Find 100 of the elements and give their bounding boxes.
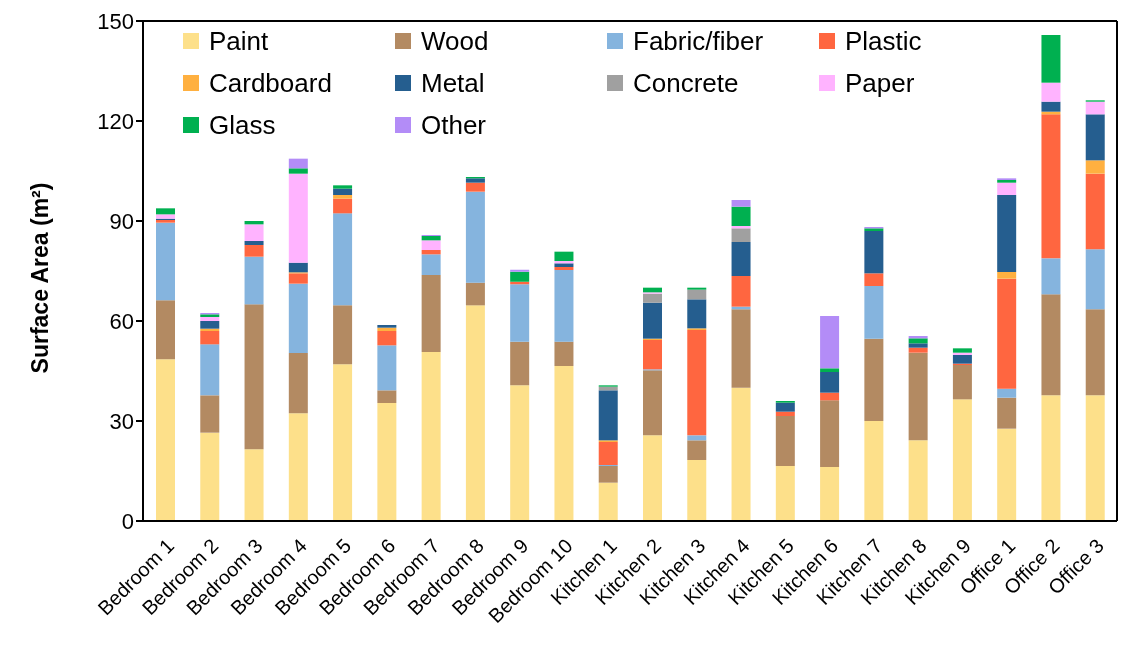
bar — [156, 359, 175, 521]
bar — [421, 236, 441, 241]
bar — [156, 300, 175, 360]
bar — [997, 278, 1017, 389]
bar — [333, 364, 353, 521]
bar — [244, 241, 264, 245]
bar — [820, 372, 840, 393]
bar — [1041, 35, 1061, 83]
bar — [687, 299, 707, 329]
bar — [288, 173, 308, 263]
bar — [643, 302, 662, 339]
bar — [864, 421, 884, 521]
bar — [731, 276, 751, 307]
bar — [200, 321, 220, 329]
bar — [1085, 249, 1105, 310]
bar — [510, 385, 530, 521]
legend-label: Fabric/fiber — [633, 25, 764, 57]
bar — [421, 250, 441, 255]
bar — [156, 208, 175, 215]
legend-label: Cardboard — [209, 67, 332, 99]
bar — [200, 344, 220, 396]
bar — [421, 275, 441, 352]
bar — [465, 182, 485, 192]
bar — [820, 316, 840, 369]
bar — [554, 270, 574, 342]
y-tick-label: 0 — [121, 508, 134, 534]
bar — [156, 214, 175, 219]
bar — [687, 287, 707, 290]
y-tick-label: 120 — [97, 108, 134, 134]
bar — [952, 355, 972, 364]
y-tick-label: 90 — [109, 208, 134, 234]
bar — [554, 366, 574, 521]
y-tick-label: 60 — [109, 308, 134, 334]
bar — [377, 403, 397, 521]
bar — [510, 284, 530, 342]
bar — [1041, 294, 1061, 396]
bar — [288, 273, 308, 284]
bar — [643, 435, 662, 521]
bar — [333, 188, 353, 195]
bar — [687, 330, 707, 436]
bar — [421, 254, 441, 275]
bar — [200, 331, 220, 345]
bar — [731, 309, 751, 388]
bar — [510, 271, 530, 282]
bar — [775, 416, 795, 466]
bar — [908, 343, 928, 348]
bar — [465, 305, 485, 521]
bar — [288, 168, 308, 174]
bar — [244, 304, 264, 450]
bar — [554, 251, 574, 261]
y-tick-label: 30 — [109, 408, 134, 434]
bar — [1041, 82, 1061, 102]
bar — [952, 365, 972, 400]
bar — [244, 224, 264, 241]
bar — [864, 273, 884, 286]
bar — [510, 341, 530, 386]
bar — [997, 388, 1017, 398]
bar — [731, 206, 751, 226]
bar — [156, 222, 175, 301]
bar — [775, 402, 795, 412]
bar — [864, 286, 884, 339]
bar — [554, 267, 574, 270]
bar — [288, 413, 308, 521]
bar — [731, 242, 751, 276]
bar — [687, 435, 707, 441]
bar — [200, 432, 220, 521]
y-tick-label: 150 — [97, 8, 134, 34]
bar — [1085, 173, 1105, 250]
bar — [1085, 395, 1105, 521]
bar — [908, 352, 928, 441]
legend-label: Paint — [209, 25, 269, 57]
bar — [1041, 114, 1061, 259]
bar — [820, 467, 840, 521]
bar — [643, 293, 662, 303]
bar — [288, 353, 308, 414]
bar — [421, 352, 441, 521]
bar — [997, 397, 1017, 429]
legend-label: Concrete — [633, 67, 739, 99]
bar — [908, 347, 928, 353]
bar — [288, 283, 308, 353]
bar — [1085, 160, 1105, 174]
bar — [687, 440, 707, 460]
bar — [1041, 101, 1061, 112]
bar — [643, 370, 662, 436]
legend-label: Wood — [421, 25, 489, 57]
bar — [997, 182, 1017, 195]
legend-label: Paper — [845, 67, 915, 99]
bar — [731, 200, 751, 207]
bar — [598, 390, 618, 441]
bar — [377, 345, 397, 391]
bar — [598, 482, 618, 521]
bar — [820, 400, 840, 467]
bar — [465, 191, 485, 283]
bar — [731, 228, 751, 242]
bar — [820, 392, 840, 401]
bar — [333, 195, 353, 199]
bar — [200, 395, 220, 433]
bar — [864, 338, 884, 421]
bar — [421, 240, 441, 250]
bar — [554, 341, 574, 366]
